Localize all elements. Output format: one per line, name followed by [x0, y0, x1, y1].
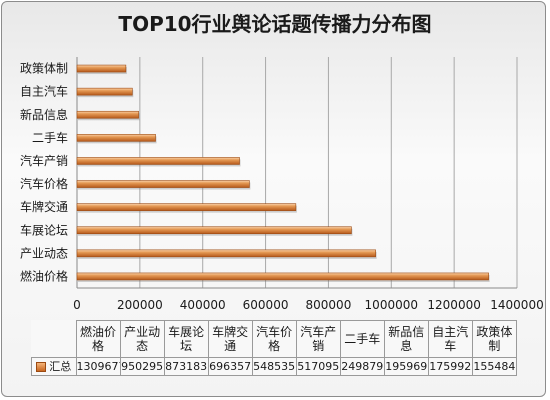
table-value-cell: 873183	[163, 357, 209, 376]
category-label: 二手车	[32, 130, 68, 145]
table-corner	[31, 320, 77, 358]
table-header-cell: 燃油价格	[75, 320, 121, 358]
x-tick-label: 1000000	[365, 298, 418, 312]
bar	[76, 134, 156, 142]
table-header-cell: 产业动态	[119, 320, 165, 358]
table-header-line: 格	[92, 339, 105, 353]
table-value-cell: 696357	[207, 357, 253, 376]
table-header-line: 新品信	[388, 325, 425, 339]
table-series-label: 汇总	[31, 357, 77, 376]
bar	[76, 87, 133, 96]
x-tick-labels: 0 200000 400000 600000 800000 1000000 1200000 1…	[73, 298, 544, 312]
bar	[76, 157, 240, 165]
category-label: 车展论坛	[20, 222, 68, 237]
table-header-line: 二手车	[344, 332, 381, 346]
category-label: 车牌交通	[20, 199, 68, 214]
table-header-line: 政策体	[476, 325, 513, 339]
table-header-cell: 车牌交通	[207, 320, 253, 358]
table-series-name: 汇总	[49, 359, 72, 373]
table-header-line: 产业动	[124, 325, 161, 339]
category-label: 自主汽车	[20, 84, 68, 99]
category-labels: 燃油价格 产业动态 车展论坛 车牌交通 汽车价格 汽车产销 二手车 新品信息 自主汽车 政策体制	[20, 62, 68, 284]
table-header-line: 车展论	[168, 325, 205, 339]
category-label: 汽车产销	[20, 153, 68, 168]
table-header-line: 车牌交	[212, 325, 249, 339]
data-table-value-row: 汇总13096779502958731836963575485355170952…	[31, 357, 518, 376]
table-header-line: 燃油价	[80, 325, 117, 339]
table-header-line: 汽车价	[256, 325, 293, 339]
gridlines	[76, 57, 518, 289]
x-tick-label: 1200000	[427, 298, 480, 312]
table-header-line: 汽车产	[300, 325, 337, 339]
bar	[76, 272, 489, 281]
table-header-line: 制	[488, 339, 501, 353]
table-value-cell: 548535	[251, 357, 297, 376]
chart-title: TOP10行业舆论话题传播力分布图	[118, 12, 432, 36]
table-header-cell: 二手车	[339, 320, 385, 358]
data-table: 燃油价格产业动态车展论坛车牌交通汽车价格汽车产销二手车 新品信息自主汽车政策体制汇…	[31, 320, 518, 376]
table-value-cell: 175992	[427, 357, 473, 376]
table-header-cell: 汽车产销	[295, 320, 341, 358]
bar	[76, 203, 297, 211]
category-label: 新品信息	[20, 107, 68, 122]
x-tick-label: 400000	[180, 298, 226, 312]
bar	[76, 110, 139, 119]
x-tick-label: 200000	[117, 298, 163, 312]
category-label: 产业动态	[20, 246, 68, 260]
table-header-line: 态	[136, 339, 149, 353]
data-table-header-row: 燃油价格产业动态车展论坛车牌交通汽车价格汽车产销二手车 新品信息自主汽车政策体制	[31, 320, 518, 358]
table-header-line: 通	[224, 339, 237, 353]
table-header-cell: 车展论坛	[163, 320, 209, 358]
table-header-line: 销	[312, 339, 325, 353]
table-header-line: 格	[268, 339, 281, 353]
table-header-line: 自主汽	[432, 325, 469, 339]
table-value-cell: 249879	[339, 357, 385, 376]
x-tick-label: 1400000	[490, 298, 543, 312]
bar	[76, 180, 250, 188]
table-header-cell: 政策体制	[471, 320, 518, 358]
table-header-cell: 自主汽车	[427, 320, 473, 358]
table-value-cell: 1309677	[75, 357, 121, 376]
category-label: 政策体制	[20, 62, 68, 76]
table-header-line: 坛	[180, 339, 193, 353]
bars	[76, 64, 490, 282]
bar	[76, 226, 352, 235]
category-label: 燃油价格	[20, 268, 68, 283]
x-tick-label: 800000	[306, 298, 352, 312]
bar	[76, 64, 127, 73]
x-tick-label: 0	[73, 298, 81, 312]
bar	[76, 249, 376, 258]
table-header-line: 车	[444, 339, 457, 353]
series-legend-key	[36, 361, 47, 372]
x-tick-label: 600000	[243, 298, 289, 312]
table-value-cell: 195969	[383, 357, 429, 376]
table-header-cell: 新品信息	[383, 320, 429, 358]
table-value-cell: 950295	[119, 357, 165, 376]
table-header-line: 息	[400, 339, 413, 353]
table-value-cell: 155484	[471, 357, 518, 376]
table-header-cell: 汽车价格	[251, 320, 297, 358]
table-value-cell: 517095	[295, 357, 341, 376]
category-label: 汽车价格	[20, 176, 68, 191]
